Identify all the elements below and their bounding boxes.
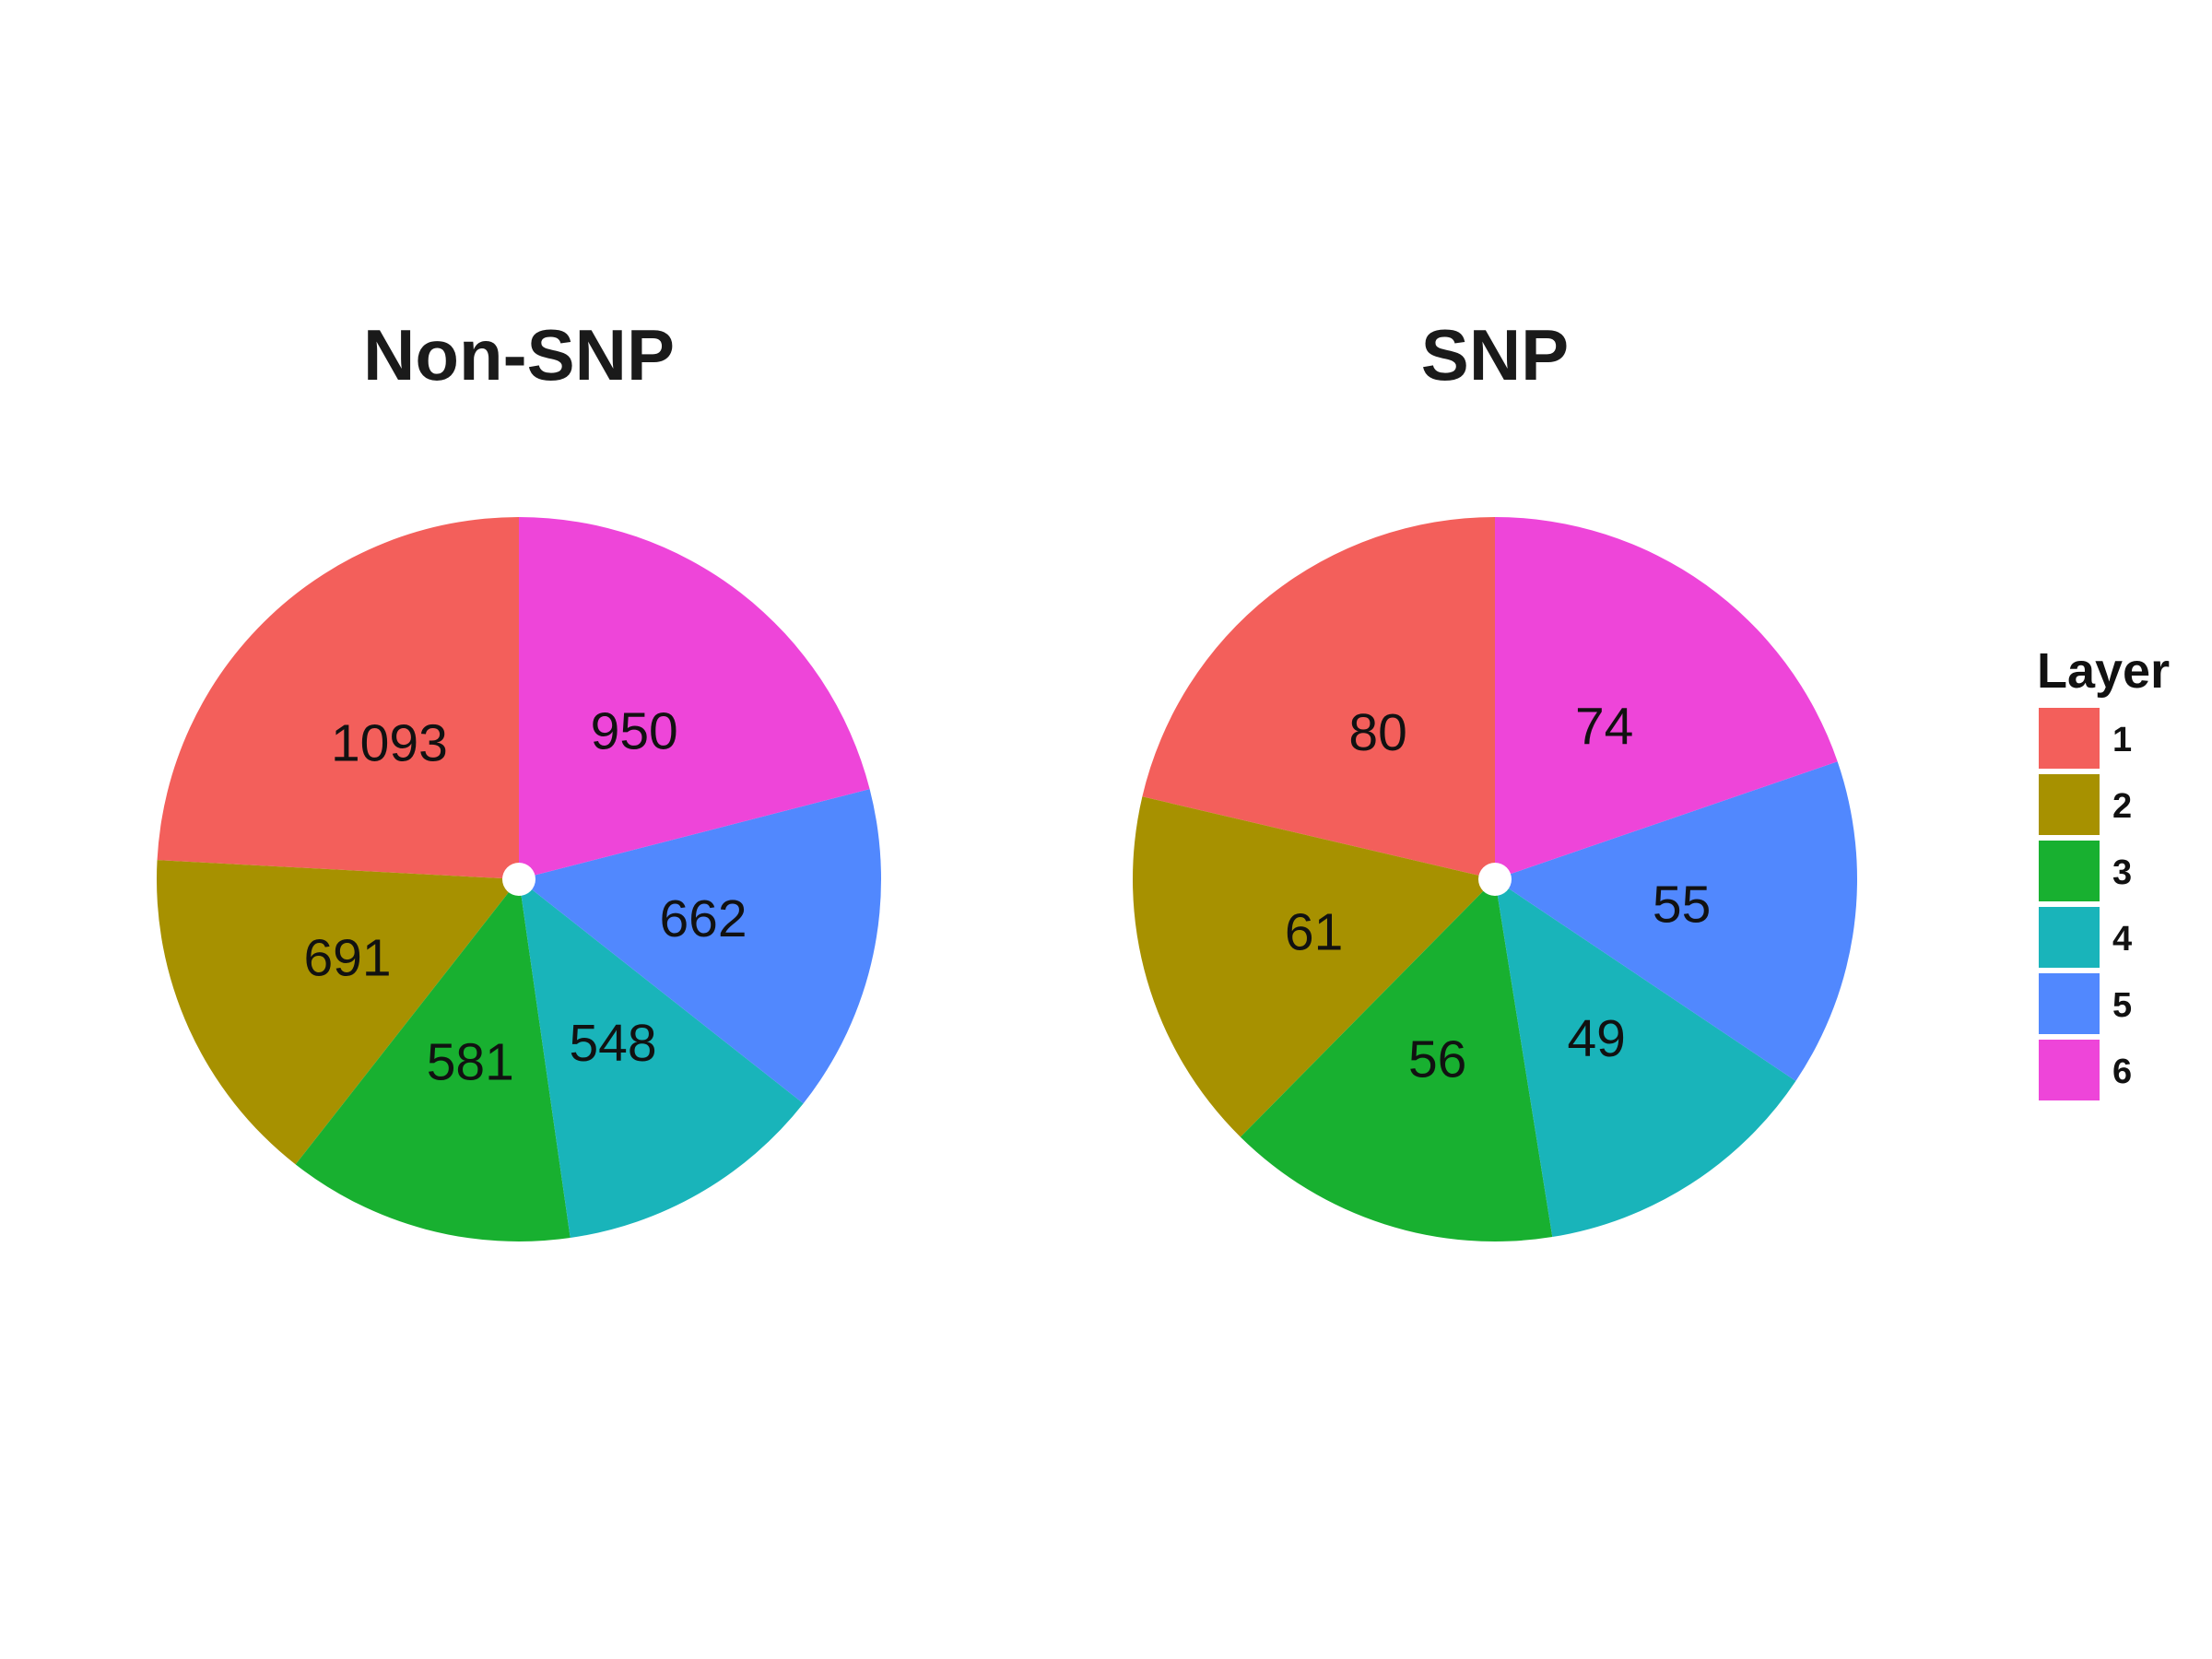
pie-slice-layer-2 bbox=[1132, 796, 1484, 1137]
pie-slice-layer-2 bbox=[156, 860, 509, 1165]
legend-label-layer-6: 6 bbox=[2112, 1053, 2132, 1091]
slice-value-label: 950 bbox=[591, 702, 678, 761]
pie-panel-non-snp: Non-SNP 1093 691 581 548 662 950 bbox=[156, 314, 882, 1242]
slice-value-label: 691 bbox=[303, 929, 391, 988]
slice-value-label: 581 bbox=[427, 1032, 514, 1091]
panel-title-non-snp: Non-SNP bbox=[363, 314, 675, 395]
legend-label-layer-1: 1 bbox=[2112, 721, 2132, 759]
pie-slice-layer-1 bbox=[157, 517, 520, 879]
pie-snp: 80 61 56 49 55 74 bbox=[1132, 517, 1857, 1241]
legend-swatch-layer-3 bbox=[2039, 841, 2100, 901]
pie-center-hole bbox=[502, 863, 535, 896]
pie-non-snp: 1093 691 581 548 662 950 bbox=[156, 517, 882, 1242]
legend-swatch-layer-2 bbox=[2039, 774, 2100, 835]
panel-title-snp: SNP bbox=[1421, 314, 1569, 395]
slice-value-label: 55 bbox=[1653, 876, 1711, 935]
legend-swatch-layer-4 bbox=[2039, 907, 2100, 968]
legend-label-layer-2: 2 bbox=[2112, 787, 2132, 826]
legend-items: 1 2 3 4 5 6 bbox=[2039, 708, 2132, 1100]
legend-swatch-layer-1 bbox=[2039, 708, 2100, 769]
pie-slice-layer-4 bbox=[521, 889, 804, 1239]
slice-value-label: 56 bbox=[1408, 1030, 1466, 1089]
pie-slice-layer-4 bbox=[1497, 888, 1796, 1238]
pie-center-hole bbox=[1478, 863, 1512, 896]
legend-swatch-layer-6 bbox=[2039, 1040, 2100, 1100]
legend-swatch-layer-5 bbox=[2039, 973, 2100, 1034]
legend-label-layer-3: 3 bbox=[2112, 853, 2132, 892]
pie-slice-layer-5 bbox=[532, 789, 882, 1104]
legend-label-layer-4: 4 bbox=[2112, 920, 2132, 959]
slice-value-label: 49 bbox=[1567, 1009, 1625, 1068]
pie-slice-layer-1 bbox=[1142, 517, 1495, 876]
slice-value-label: 662 bbox=[659, 889, 747, 948]
pie-slice-layer-6 bbox=[519, 517, 870, 876]
slice-value-label: 548 bbox=[569, 1014, 656, 1073]
slice-value-label: 1093 bbox=[331, 714, 448, 773]
legend: Layer 1 2 3 4 5 6 bbox=[2037, 643, 2170, 1100]
legend-label-layer-5: 5 bbox=[2112, 986, 2132, 1025]
legend-title: Layer bbox=[2037, 643, 2170, 699]
pie-slice-layer-6 bbox=[1495, 517, 1838, 875]
slice-value-label: 74 bbox=[1575, 698, 1633, 757]
pie-panel-snp: SNP 80 61 56 49 55 74 bbox=[1132, 314, 1857, 1241]
pie-slice-layer-5 bbox=[1508, 761, 1857, 1081]
pie-slice-layer-3 bbox=[1240, 890, 1553, 1241]
slice-value-label: 80 bbox=[1348, 703, 1406, 762]
pie-slice-layer-3 bbox=[295, 892, 571, 1242]
slice-value-label: 61 bbox=[1285, 903, 1343, 962]
